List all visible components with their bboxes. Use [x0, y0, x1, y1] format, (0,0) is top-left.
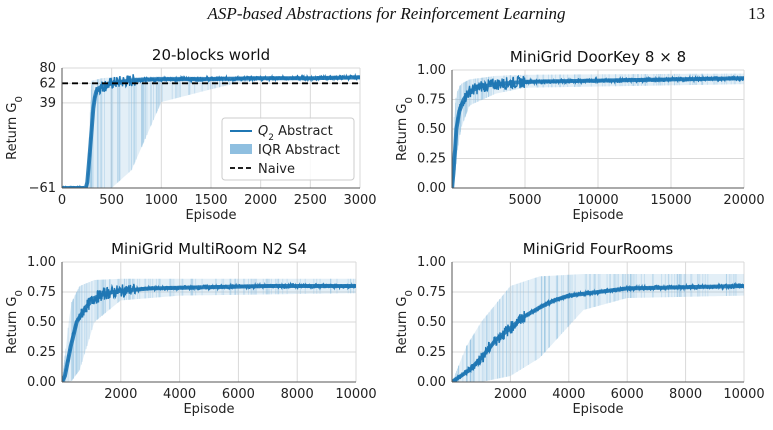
chart-title: 20-blocks world	[152, 46, 270, 64]
x-tick-label: 3000	[343, 193, 376, 208]
y-tick-label: 0.25	[417, 345, 446, 360]
y-tick-label: 0.00	[417, 375, 446, 390]
x-axis-label: Episode	[572, 208, 623, 223]
legend-label: Q2 Abstract	[258, 124, 333, 143]
page-header-title: ASP-based Abstractions for Reinforcement…	[207, 4, 566, 23]
x-tick-label: 1000	[145, 193, 178, 208]
x-tick-label: 10000	[577, 193, 618, 208]
chart-fourrooms: 2000 4000 6000 8000 10000 0.00 0.25 0.50 0.75 1.0…	[395, 240, 765, 417]
iqr-band	[62, 278, 356, 382]
y-tick-label: 0.25	[27, 345, 56, 360]
chart-title: MiniGrid MultiRoom N2 S4	[111, 240, 307, 258]
q2-line-band	[452, 284, 744, 382]
x-tick-label: 10000	[335, 387, 376, 402]
y-tick-label: 0.00	[417, 181, 446, 196]
plot-area	[452, 73, 744, 188]
legend-box	[221, 117, 355, 181]
plot-area	[62, 278, 356, 382]
y-tick-label: 0.75	[417, 285, 446, 300]
x-axis-label: Episode	[183, 402, 234, 417]
x-tick-label: 4000	[552, 387, 585, 402]
x-tick-label: 2000	[494, 387, 527, 402]
y-tick-label: 0.75	[417, 93, 446, 108]
y-tick-label: 0.00	[27, 375, 56, 390]
chart-doorkey: 5000 10000 15000 20000 0.00 0.25 0.50 0.75 1.00 M…	[395, 48, 765, 223]
plot-area	[62, 72, 360, 188]
q2-line-band	[62, 284, 356, 382]
chart-multiroom: 2000 4000 6000 8000 10000 0.00 0.25 0.50 0.75 1.0…	[5, 240, 377, 417]
x-axis-label: Episode	[572, 402, 623, 417]
x-tick-label: 4000	[163, 387, 196, 402]
x-tick-label: 6000	[222, 387, 255, 402]
x-tick-label: 500	[99, 193, 124, 208]
iqr-band	[452, 274, 744, 382]
y-tick-label: 1.00	[27, 255, 56, 270]
iqr-band	[62, 76, 360, 188]
x-tick-label: 20000	[723, 193, 764, 208]
x-tick-label: 1500	[194, 193, 227, 208]
y-tick-label: 1.00	[417, 255, 446, 270]
x-tick-label: 8000	[281, 387, 314, 402]
x-axis-label: Episode	[185, 208, 236, 223]
y-tick-label: 0.25	[417, 152, 446, 167]
y-tick-label: 0.50	[27, 315, 56, 330]
page-number: 13	[748, 4, 765, 23]
x-tick-label: 2000	[104, 387, 137, 402]
y-tick-label: 0.50	[417, 122, 446, 137]
x-tick-label: 5000	[508, 193, 541, 208]
y-tick-label: 62	[39, 76, 56, 91]
y-tick-label: 0.50	[417, 315, 446, 330]
y-tick-label: −61	[29, 181, 56, 196]
x-tick-label: 15000	[650, 193, 691, 208]
q2-line-band	[62, 75, 360, 188]
legend-label: IQR Abstract	[258, 143, 340, 158]
x-tick-label: 0	[58, 193, 66, 208]
q2-line-band	[452, 76, 744, 188]
plot-area	[452, 274, 744, 382]
x-tick-label: 10000	[723, 387, 764, 402]
x-tick-label: 2000	[244, 193, 277, 208]
chart-title: MiniGrid DoorKey 8 × 8	[510, 48, 686, 66]
chart-title: MiniGrid FourRooms	[523, 240, 674, 258]
y-axis-label: Return G0	[5, 290, 25, 354]
y-tick-label: 0.75	[27, 285, 56, 300]
x-tick-label: 2500	[294, 193, 327, 208]
q2-line	[62, 281, 356, 382]
y-tick-label: 80	[39, 61, 56, 76]
y-axis-label: Return G0	[395, 97, 415, 161]
y-axis-label: Return G0	[5, 96, 25, 160]
legend-band-swatch	[230, 144, 252, 154]
legend-label: Naive	[258, 162, 295, 177]
y-tick-label: 1.00	[417, 63, 446, 78]
y-axis-label: Return G0	[395, 290, 415, 354]
x-tick-label: 6000	[611, 387, 644, 402]
y-tick-label: 39	[39, 96, 56, 111]
x-tick-label: 8000	[669, 387, 702, 402]
